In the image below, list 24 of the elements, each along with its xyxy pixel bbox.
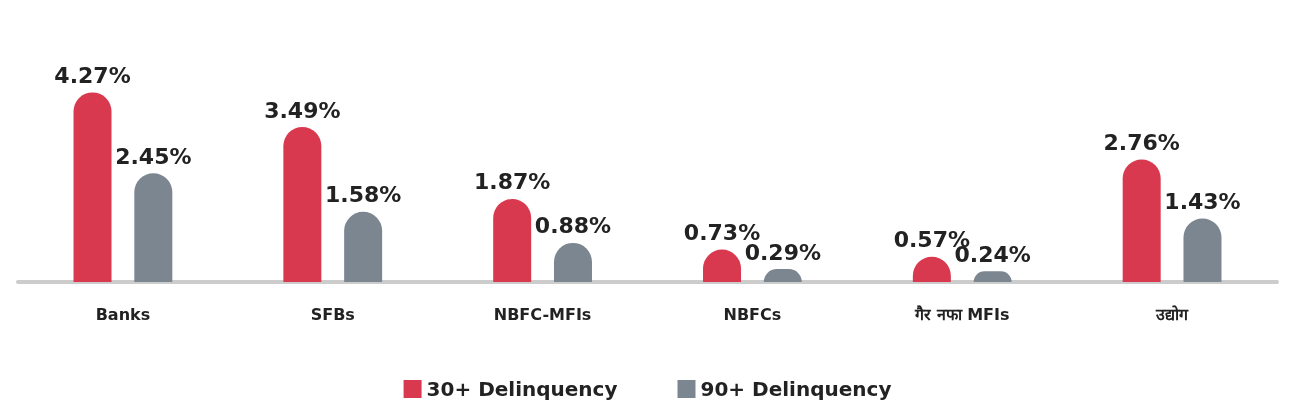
legend-label: 90+ Delinquency	[700, 377, 892, 401]
data-label: 2.76%	[1103, 129, 1180, 155]
bar	[134, 173, 173, 282]
x-tick-label: Banks	[95, 304, 151, 324]
bar	[1183, 218, 1222, 282]
data-label: 0.88%	[534, 213, 612, 239]
data-label: 2.45%	[115, 143, 192, 169]
bar	[1122, 159, 1161, 282]
x-tick-label: SFBs	[310, 304, 355, 324]
x-tick-label: NBFCs	[723, 304, 782, 324]
legend-label: 30+ Delinquency	[426, 377, 618, 401]
data-label: 1.87%	[474, 169, 551, 195]
data-label: 3.49%	[264, 97, 341, 123]
x-tick-label: गैर नफा MFIs	[914, 304, 1010, 324]
bar	[493, 198, 532, 282]
bar	[73, 92, 112, 282]
x-tick-label: NBFC-MFIs	[493, 304, 592, 324]
bar	[283, 127, 322, 282]
bar	[344, 211, 383, 282]
data-label: 0.29%	[744, 239, 821, 265]
data-label: 4.27%	[54, 62, 131, 88]
x-tick-label: उद्योग	[1155, 304, 1190, 324]
data-label: 1.58%	[324, 182, 402, 208]
data-label: 1.43%	[1164, 189, 1241, 215]
